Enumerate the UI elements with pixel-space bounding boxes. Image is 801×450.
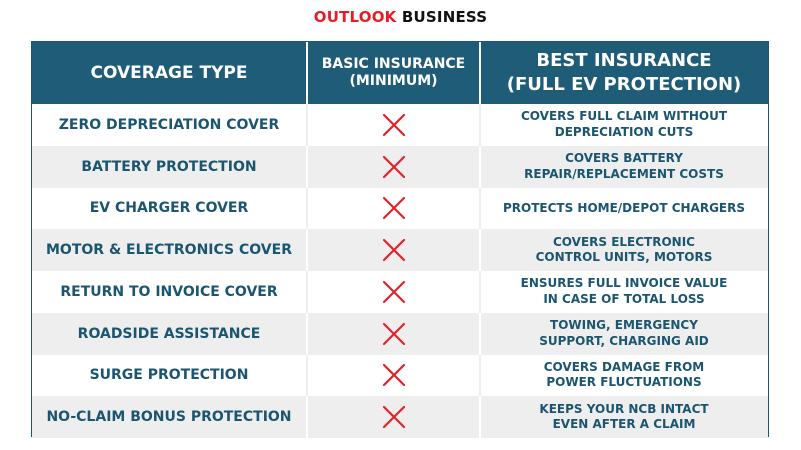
coverage-type-cell: SURGE PROTECTION [89,367,249,384]
best-insurance-cell: COVERS DAMAGE FROM POWER FLUCTUATIONS [543,359,705,390]
best-insurance-cell: PROTECTS HOME/DEPOT CHARGERS [502,200,746,215]
best-insurance-cell: TOWING, EMERGENCY SUPPORT, CHARGING AID [539,318,709,348]
basic-insurance-cell [306,104,481,146]
best-insurance-cell: ENSURES FULL INVOICE VALUE IN CASE OF TO… [520,276,728,306]
basic-insurance-cell [306,354,481,397]
brand-part-outlook: OUTLOOK [313,8,397,26]
coverage-type-cell: RETURN TO INVOICE COVER [60,283,278,300]
coverage-type-cell: MOTOR & ELECTRONICS COVER [46,242,292,259]
brand-part-business: BUSINESS [396,8,488,26]
table-row: NO-CLAIM BONUS PROTECTION KEEPS YOUR NCB … [32,396,768,438]
cross-icon [382,280,405,303]
cross-icon [382,239,405,262]
basic-insurance-cell [306,312,481,355]
coverage-type-cell: EV CHARGER COVER [89,200,249,217]
header-basic-insurance: BASIC INSURANCE (MINIMUM) [306,42,481,104]
best-insurance-cell: COVERS ELECTRONIC CONTROL UNITS, MOTORS [535,234,713,265]
basic-insurance-cell [306,229,481,271]
coverage-type-cell: ROADSIDE ASSISTANCE [77,325,261,342]
table-row: RETURN TO INVOICE COVER ENSURES FULL INVO… [32,271,768,313]
cross-icon [382,197,405,220]
table-row: ZERO DEPRECIATION COVER COVERS FULL CLAIM… [32,104,768,146]
brand-logo: OUTLOOK BUSINESS [0,8,801,26]
coverage-type-cell: BATTERY PROTECTION [81,158,257,175]
best-insurance-cell: COVERS BATTERY REPAIR/REPLACEMENT COSTS [524,151,724,181]
basic-insurance-cell [306,145,481,188]
table-header: COVERAGE TYPE BASIC INSURANCE (MINIMUM) … [32,42,768,104]
basic-insurance-cell [306,396,481,438]
coverage-type-cell: NO-CLAIM BONUS PROTECTION [46,409,292,426]
cross-icon [382,406,405,429]
basic-insurance-cell [306,271,481,313]
table-row: EV CHARGER COVER PROTECTS HOME/DEPOT CHAR… [32,187,768,230]
cross-icon [382,113,405,136]
cross-icon [382,364,405,387]
coverage-type-cell: ZERO DEPRECIATION COVER [58,116,280,133]
best-insurance-cell: KEEPS YOUR NCB INTACT EVEN AFTER A CLAIM [539,401,709,432]
header-basic-label: BASIC INSURANCE (MINIMUM) [321,56,466,89]
basic-insurance-cell [306,187,481,230]
cross-icon [382,155,405,178]
header-best-label: BEST INSURANCE (FULL EV PROTECTION) [506,49,742,95]
cross-icon [382,322,405,345]
table-row: BATTERY PROTECTION COVERS BATTERY REPAIR/… [32,145,768,188]
comparison-table: COVERAGE TYPE BASIC INSURANCE (MINIMUM) … [31,41,769,438]
header-best-insurance: BEST INSURANCE (FULL EV PROTECTION) [481,42,767,104]
best-insurance-cell: COVERS FULL CLAIM WITHOUT DEPRECIATION C… [520,109,728,139]
table-row: ROADSIDE ASSISTANCE TOWING, EMERGENCY SUP… [32,312,768,355]
header-coverage-type: COVERAGE TYPE [90,62,248,83]
table-row: SURGE PROTECTION COVERS DAMAGE FROM POWER… [32,354,768,397]
table-row: MOTOR & ELECTRONICS COVER COVERS ELECTRON… [32,229,768,271]
